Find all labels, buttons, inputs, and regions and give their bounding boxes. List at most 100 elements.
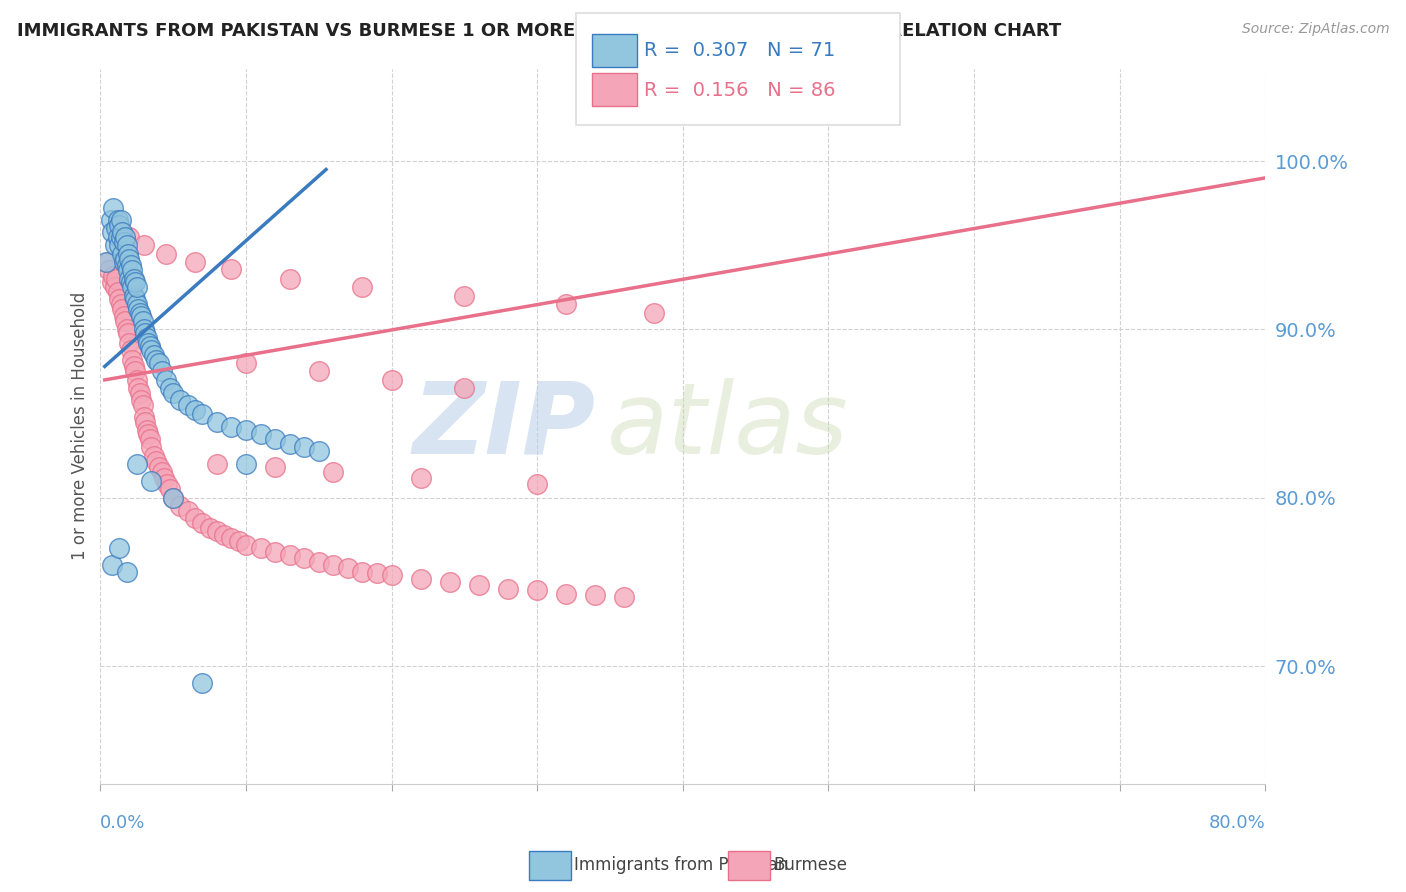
Point	[117, 263, 139, 277]
Point	[121, 352, 143, 367]
Point	[128, 386, 150, 401]
Point	[336, 561, 359, 575]
Point	[198, 521, 221, 535]
Point	[115, 322, 138, 336]
Point	[159, 483, 181, 497]
Point	[409, 572, 432, 586]
Point	[308, 364, 330, 378]
Point	[105, 272, 128, 286]
Point	[184, 511, 207, 525]
Point	[150, 364, 173, 378]
Point	[129, 393, 152, 408]
Point	[322, 558, 344, 572]
Point	[583, 588, 606, 602]
Text: Immigrants from Pakistan: Immigrants from Pakistan	[574, 856, 787, 874]
Point	[264, 544, 287, 558]
Point	[101, 225, 124, 239]
Point	[103, 201, 125, 215]
Point	[156, 477, 179, 491]
Point	[322, 466, 344, 480]
Point	[205, 524, 228, 539]
Point	[555, 297, 578, 311]
Point	[352, 565, 374, 579]
Point	[235, 356, 257, 370]
Point	[292, 551, 315, 566]
Point	[205, 457, 228, 471]
Point	[162, 491, 184, 505]
Point	[148, 356, 170, 370]
Point	[409, 470, 432, 484]
Y-axis label: 1 or more Vehicles in Household: 1 or more Vehicles in Household	[72, 292, 89, 560]
Point	[169, 499, 191, 513]
Point	[136, 424, 159, 438]
Point	[127, 302, 149, 317]
Point	[125, 373, 148, 387]
Point	[107, 213, 129, 227]
Point	[134, 326, 156, 340]
Point	[221, 261, 243, 276]
Point	[132, 409, 155, 424]
Point	[453, 289, 475, 303]
Point	[115, 565, 138, 579]
Point	[108, 541, 131, 556]
Point	[264, 432, 287, 446]
Point	[134, 415, 156, 429]
Point	[143, 449, 166, 463]
Point	[526, 583, 548, 598]
Point	[613, 590, 636, 604]
Point	[118, 335, 141, 350]
Point	[191, 516, 214, 530]
Point	[380, 373, 402, 387]
Point	[112, 235, 135, 249]
Point	[110, 297, 132, 311]
Point	[107, 221, 129, 235]
Point	[125, 297, 148, 311]
Point	[101, 275, 124, 289]
Point	[124, 364, 146, 378]
Text: R =  0.156   N = 86: R = 0.156 N = 86	[644, 80, 835, 100]
Point	[131, 314, 153, 328]
Point	[104, 238, 127, 252]
Point	[191, 676, 214, 690]
Point	[121, 263, 143, 277]
Point	[114, 252, 136, 266]
Point	[122, 272, 145, 286]
Point	[107, 230, 129, 244]
Point	[177, 504, 200, 518]
Point	[278, 548, 301, 562]
Point	[111, 225, 134, 239]
Point	[117, 326, 139, 340]
Point	[101, 558, 124, 572]
Point	[131, 398, 153, 412]
Point	[145, 352, 167, 367]
Point	[249, 541, 271, 556]
Point	[235, 538, 257, 552]
Point	[221, 531, 243, 545]
Point	[111, 246, 134, 260]
Point	[96, 255, 118, 269]
Point	[120, 343, 142, 357]
Point	[162, 386, 184, 401]
Point	[191, 407, 214, 421]
Point	[643, 305, 665, 319]
Point	[162, 491, 184, 505]
Point	[98, 263, 121, 277]
Point	[115, 259, 138, 273]
Point	[136, 331, 159, 345]
Text: R =  0.307   N = 71: R = 0.307 N = 71	[644, 41, 835, 61]
Point	[278, 272, 301, 286]
Point	[526, 477, 548, 491]
Text: Source: ZipAtlas.com: Source: ZipAtlas.com	[1241, 22, 1389, 37]
Point	[184, 255, 207, 269]
Point	[143, 348, 166, 362]
Point	[125, 457, 148, 471]
Point	[121, 280, 143, 294]
Point	[235, 424, 257, 438]
Point	[184, 403, 207, 417]
Text: atlas: atlas	[607, 377, 849, 475]
Point	[138, 335, 160, 350]
Point	[249, 426, 271, 441]
Point	[380, 568, 402, 582]
Point	[221, 420, 243, 434]
Point	[177, 398, 200, 412]
